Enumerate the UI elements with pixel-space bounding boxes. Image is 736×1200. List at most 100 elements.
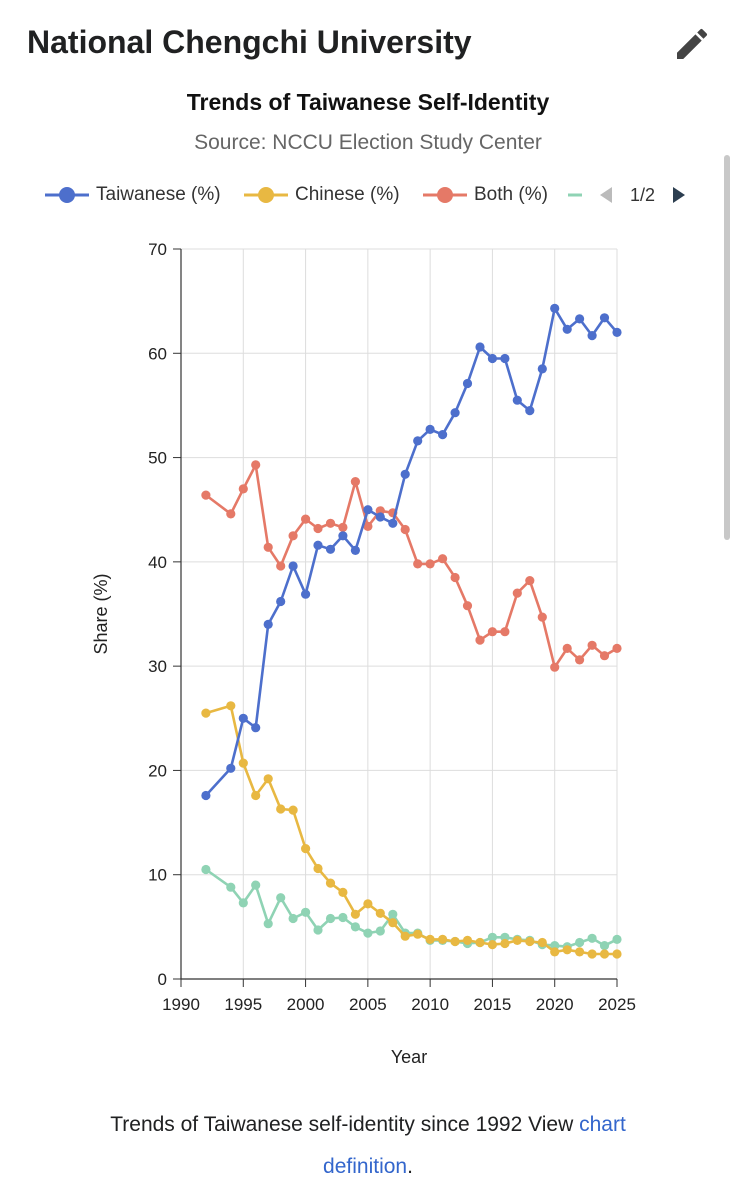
- data-point-series-0: [388, 518, 398, 528]
- data-point-series-1: [375, 908, 385, 918]
- data-point-series-2: [438, 554, 448, 564]
- data-point-series-3: [575, 937, 585, 948]
- data-point-series-0: [263, 619, 273, 629]
- data-point-series-2: [612, 643, 622, 653]
- data-point-series-2: [301, 514, 311, 524]
- data-point-series-2: [562, 643, 572, 653]
- y-tick-label: 20: [148, 761, 167, 780]
- data-point-series-3: [313, 925, 323, 935]
- data-point-series-0: [363, 505, 373, 515]
- data-point-series-3: [226, 882, 236, 892]
- data-point-series-2: [525, 576, 535, 586]
- legend-label-taiwanese: Taiwanese (%): [96, 184, 221, 205]
- data-point-series-2: [350, 477, 360, 487]
- data-point-series-1: [475, 937, 485, 948]
- legend-page-indicator: 1/2: [630, 184, 656, 205]
- data-point-series-1: [487, 940, 497, 950]
- data-point-series-0: [537, 364, 547, 374]
- data-point-series-2: [263, 542, 273, 552]
- data-point-series-2: [475, 635, 485, 645]
- data-point-series-2: [400, 524, 410, 535]
- chart-subtitle: Source: NCCU Election Study Center: [194, 131, 542, 154]
- legend-marker-taiwanese: [45, 187, 89, 203]
- data-point-series-0: [413, 436, 423, 446]
- legend-item-fourth-partial[interactable]: [568, 178, 589, 212]
- data-point-series-1: [263, 774, 273, 784]
- data-point-series-1: [575, 947, 585, 957]
- chevron-right-icon[interactable]: [671, 185, 687, 205]
- data-point-series-0: [550, 303, 560, 313]
- scrollbar[interactable]: [724, 155, 730, 540]
- y-tick-label: 50: [148, 449, 167, 468]
- data-point-series-0: [462, 378, 473, 389]
- line-chart: 0 10 20 30 40 50 60 70 1990 1995 2000 2005 2010 2015 2…: [91, 240, 636, 1067]
- data-point-series-3: [276, 893, 286, 903]
- data-point-series-3: [338, 912, 348, 923]
- data-point-series-0: [238, 713, 248, 723]
- data-point-series-1: [388, 918, 398, 928]
- data-point-series-1: [400, 931, 410, 941]
- legend-marker-both: [423, 187, 467, 203]
- caption-text: Trends of Taiwanese self-identity since …: [110, 1113, 580, 1136]
- legend-item-chinese[interactable]: Chinese (%): [244, 178, 400, 212]
- data-point-series-0: [375, 512, 385, 522]
- data-point-series-0: [325, 544, 336, 554]
- data-point-series-2: [450, 572, 460, 583]
- legend-label-chinese: Chinese (%): [295, 184, 400, 205]
- data-point-series-3: [263, 919, 273, 929]
- data-point-series-0: [475, 342, 485, 352]
- data-point-series-3: [550, 941, 560, 951]
- x-tick-label: 2015: [474, 995, 512, 1014]
- data-point-series-3: [363, 928, 373, 938]
- data-point-series-1: [612, 949, 622, 959]
- data-point-series-3: [350, 922, 360, 932]
- data-point-series-3: [612, 934, 622, 945]
- data-point-series-0: [276, 596, 286, 607]
- data-point-series-0: [350, 545, 360, 555]
- data-point-series-1: [276, 804, 286, 814]
- data-point-series-1: [500, 938, 510, 949]
- chart-definition-link-part1[interactable]: chart: [579, 1113, 626, 1136]
- data-point-series-1: [599, 949, 610, 959]
- data-point-series-0: [313, 540, 323, 550]
- chevron-left-icon[interactable]: [598, 185, 614, 205]
- data-point-series-2: [226, 509, 236, 519]
- y-tick-label: 40: [148, 553, 167, 572]
- legend-pager: 1/2: [598, 178, 687, 212]
- legend-label-both: Both (%): [474, 184, 548, 205]
- data-point-series-2: [238, 484, 248, 494]
- pencil-icon[interactable]: [672, 24, 712, 64]
- data-point-series-2: [550, 662, 560, 672]
- data-point-series-1: [550, 947, 560, 957]
- data-point-series-1: [587, 949, 597, 959]
- caption-end: .: [407, 1155, 413, 1178]
- data-point-series-0: [425, 424, 435, 434]
- data-point-series-0: [226, 763, 236, 773]
- data-point-series-1: [525, 936, 535, 947]
- x-tick-label: 2005: [349, 995, 387, 1014]
- x-tick-label: 1990: [162, 995, 200, 1014]
- data-point-series-3: [325, 913, 336, 924]
- data-point-series-3: [375, 926, 385, 936]
- y-axis-label: Share (%): [91, 573, 111, 654]
- data-point-series-3: [301, 907, 311, 917]
- data-point-series-2: [325, 518, 336, 528]
- data-point-series-1: [338, 887, 348, 898]
- chart-title: Trends of Taiwanese Self-Identity: [186, 89, 550, 115]
- data-point-series-0: [301, 589, 311, 599]
- data-point-series-1: [288, 805, 298, 815]
- data-point-series-2: [363, 521, 373, 531]
- legend-item-both[interactable]: Both (%): [423, 178, 548, 212]
- data-point-series-0: [400, 469, 410, 479]
- data-point-series-2: [413, 559, 423, 569]
- data-point-series-0: [201, 790, 211, 801]
- data-point-series-0: [599, 313, 610, 323]
- y-tick-label: 60: [148, 344, 167, 363]
- data-point-series-2: [487, 627, 497, 637]
- chart-definition-link-part2[interactable]: definition: [323, 1155, 408, 1178]
- data-point-series-2: [537, 612, 547, 622]
- legend-item-taiwanese[interactable]: Taiwanese (%): [45, 178, 221, 212]
- y-tick-label: 70: [148, 240, 167, 259]
- y-tick-label: 30: [148, 657, 167, 676]
- data-point-series-3: [487, 932, 497, 942]
